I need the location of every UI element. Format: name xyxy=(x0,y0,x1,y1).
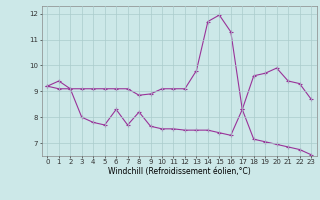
X-axis label: Windchill (Refroidissement éolien,°C): Windchill (Refroidissement éolien,°C) xyxy=(108,167,251,176)
